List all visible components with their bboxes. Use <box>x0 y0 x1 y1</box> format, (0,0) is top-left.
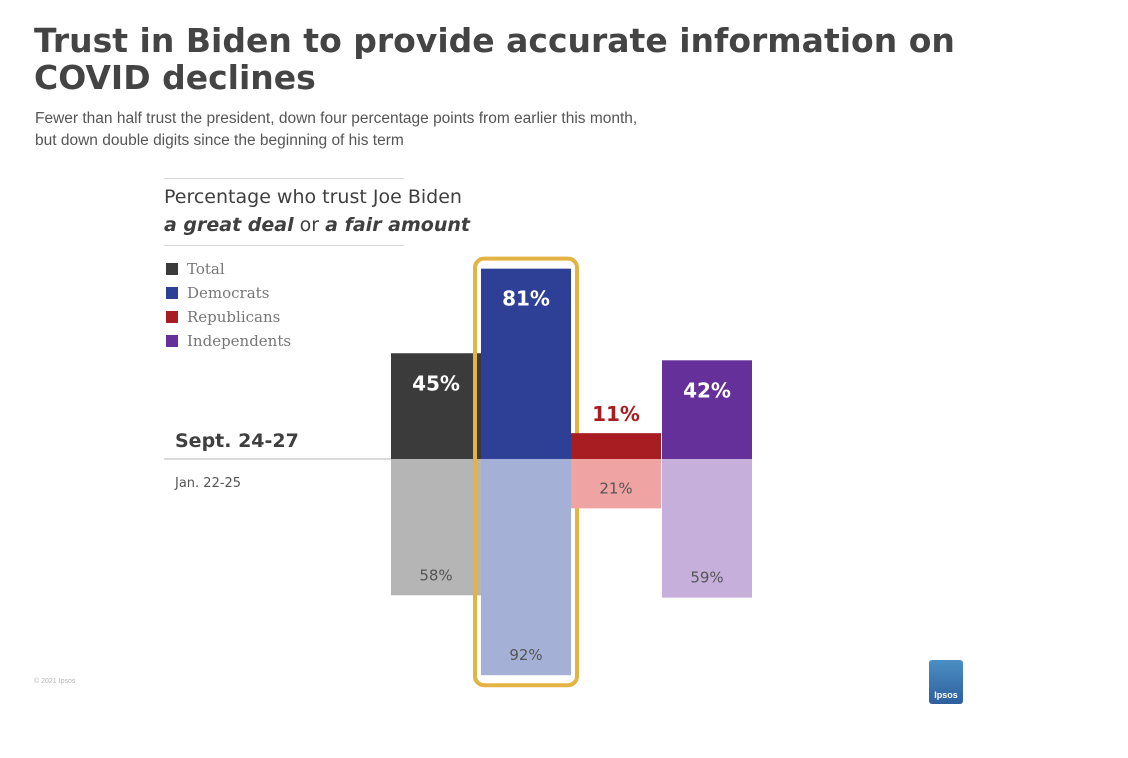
data-label-current-independents: 42% <box>683 378 731 402</box>
data-label-current-total: 45% <box>412 371 460 395</box>
series-label-current: Sept. 24-27 <box>175 430 299 452</box>
bar-previous-total <box>391 459 481 596</box>
ipsos-logo-text: Ipsos <box>934 690 958 700</box>
legend-label-democrats: Democrats <box>187 284 270 302</box>
chart-header: Percentage who trust Joe Biden a great d… <box>164 178 470 246</box>
chart-header-great-deal: a great deal <box>164 214 294 236</box>
legend-label-republicans: Republicans <box>187 308 281 326</box>
subtitle-line-2: but down double digits since the beginni… <box>35 132 404 149</box>
legend-swatch-independents <box>166 335 178 347</box>
legend-label-total: Total <box>187 260 225 278</box>
bar-previous-independents <box>662 459 752 598</box>
data-label-previous-democrats: 92% <box>509 646 542 664</box>
chart-title: Trust in Biden to provide accurate infor… <box>34 21 955 97</box>
bar-current-total <box>391 353 481 459</box>
bar-current-republicans <box>571 433 661 459</box>
series-label-previous: Jan. 22-25 <box>174 476 241 491</box>
bar-current-independents <box>662 360 752 459</box>
legend: Total Democrats Republicans Independents <box>166 257 291 353</box>
legend-swatch-republicans <box>166 311 178 323</box>
legend-item-republicans: Republicans <box>166 305 291 329</box>
data-label-previous-republicans: 21% <box>599 479 632 497</box>
legend-swatch-democrats <box>166 287 178 299</box>
data-label-previous-independents: 59% <box>690 569 723 587</box>
chart-header-line-2: a great deal or a fair amount <box>164 211 470 239</box>
data-label-previous-total: 58% <box>419 566 452 584</box>
data-label-current-republicans: 11% <box>592 402 640 426</box>
chart-header-line-1: Percentage who trust Joe Biden <box>164 186 462 208</box>
data-label-current-democrats: 81% <box>502 287 550 311</box>
subtitle-line-1: Fewer than half trust the president, dow… <box>35 110 638 127</box>
ipsos-logo: Ipsos <box>929 660 963 704</box>
legend-item-democrats: Democrats <box>166 281 291 305</box>
legend-item-independents: Independents <box>166 329 291 353</box>
chart-header-or: or <box>293 214 326 236</box>
bar-current-democrats <box>481 268 571 459</box>
bar-previous-republicans <box>571 459 661 509</box>
legend-label-independents: Independents <box>187 332 292 350</box>
chart-header-fair-amount: a fair amount <box>325 214 470 236</box>
legend-swatch-total <box>166 263 178 275</box>
chart-subtitle: Fewer than half trust the president, dow… <box>35 108 935 152</box>
copyright-notice: © 2021 Ipsos <box>34 678 76 685</box>
bar-previous-democrats <box>481 459 571 676</box>
legend-item-total: Total <box>166 257 291 281</box>
